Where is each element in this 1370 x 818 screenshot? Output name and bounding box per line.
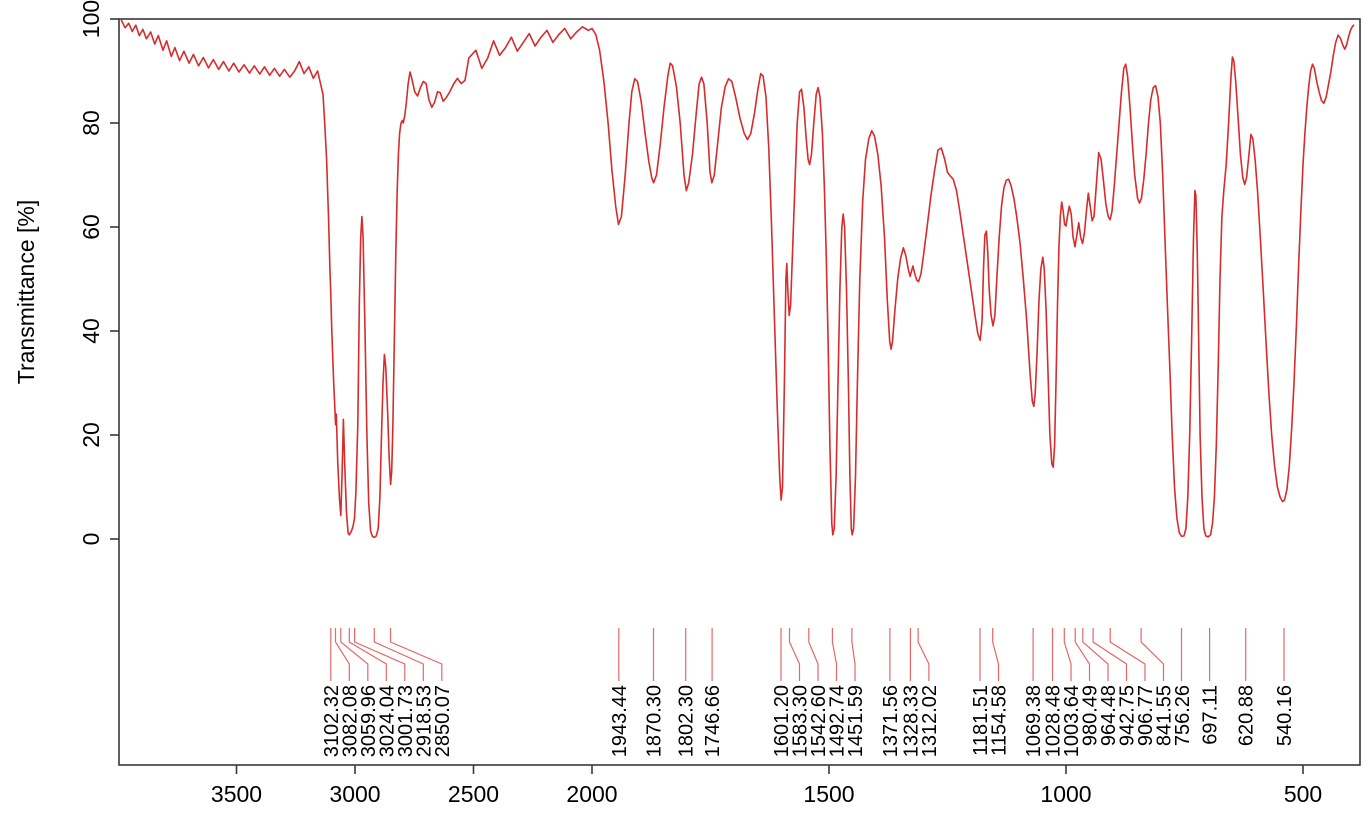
- y-tick-label: 100: [78, 0, 104, 38]
- peak-wavenumber-label: 3001.73: [395, 685, 417, 757]
- peak-connector-line: [389, 628, 443, 681]
- y-tick-label: 60: [78, 214, 104, 240]
- peak-wavenumber-label: 1451.59: [845, 685, 867, 757]
- peak-wavenumber-label: 756.26: [1172, 685, 1194, 746]
- peak-wavenumber-label: 3024.04: [376, 685, 398, 757]
- x-tick-label: 2500: [448, 781, 499, 807]
- peak-wavenumber-label: 1601.20: [771, 685, 793, 757]
- peak-wavenumber-label: 1069.38: [1023, 685, 1045, 757]
- peak-wavenumber-label: 1312.02: [919, 685, 941, 757]
- peak-wavenumber-label: 620.88: [1236, 685, 1258, 746]
- x-tick-label: 2000: [566, 781, 617, 807]
- peak-connector-line: [992, 628, 1000, 681]
- peak-connector-line: [354, 628, 406, 681]
- peak-wavenumber-label: 906.77: [1135, 685, 1157, 746]
- peak-wavenumber-label: 1583.30: [790, 685, 812, 757]
- peak-wavenumber-label: 1328.33: [900, 685, 922, 757]
- peak-wavenumber-label: 942.75: [1117, 685, 1139, 746]
- peak-wavenumber-label: 1802.30: [676, 685, 698, 757]
- peak-connector-line: [788, 628, 801, 681]
- spectrum-curve: [120, 19, 1355, 539]
- peak-wavenumber-label: 1542.60: [808, 685, 830, 757]
- peak-wavenumber-label: 1028.48: [1043, 685, 1065, 757]
- peak-connector-line: [1140, 628, 1165, 681]
- x-tick-label: 1500: [803, 781, 854, 807]
- peak-wavenumber-label: 540.16: [1274, 685, 1296, 746]
- peak-connector-line: [1063, 628, 1072, 681]
- peak-wavenumber-label: 1746.66: [702, 685, 724, 757]
- peak-connector-line: [1074, 628, 1091, 681]
- peak-wavenumber-label: 3059.96: [358, 685, 380, 757]
- peak-connector-line: [851, 628, 856, 681]
- peak-connector-line: [1092, 628, 1128, 681]
- peak-wavenumber-label: 1154.58: [989, 685, 1011, 756]
- peak-wavenumber-label: 3102.32: [321, 685, 343, 757]
- peak-connector-line: [917, 628, 930, 681]
- peak-wavenumber-label: 841.55: [1154, 685, 1176, 746]
- peak-wavenumber-label: 697.11: [1200, 685, 1222, 745]
- x-tick-label: 3500: [211, 781, 262, 807]
- peak-wavenumber-label: 1003.64: [1061, 685, 1083, 757]
- peak-wavenumber-label: 2918.53: [413, 685, 435, 757]
- peak-connector-line: [1082, 628, 1109, 681]
- x-tick-label: 3000: [329, 781, 380, 807]
- peak-connector-line: [340, 628, 369, 681]
- x-tick-label: 500: [1284, 781, 1322, 807]
- peak-wavenumber-label: 1870.30: [644, 685, 666, 757]
- peak-connector-line: [1109, 628, 1146, 681]
- peak-connector-line: [808, 628, 819, 681]
- x-tick-label: 1000: [1040, 781, 1091, 807]
- y-axis-title: Transmittance [%]: [13, 200, 39, 384]
- peak-wavenumber-label: 1181.51: [970, 685, 992, 756]
- peak-wavenumber-label: 1492.74: [827, 685, 849, 757]
- peak-annotations: 3102.323082.083059.963024.043001.732918.…: [321, 628, 1296, 757]
- peak-wavenumber-label: 980.49: [1080, 685, 1102, 746]
- peak-connector-line: [373, 628, 424, 681]
- peak-wavenumber-label: 1371.56: [880, 685, 902, 757]
- y-tick-label: 20: [78, 422, 104, 448]
- peak-connector-line: [831, 628, 838, 681]
- transmittance-curve: [120, 19, 1355, 539]
- y-tick-label: 80: [78, 110, 104, 136]
- peak-wavenumber-label: 964.48: [1098, 685, 1120, 746]
- peak-connector-line: [348, 628, 387, 681]
- plot-box: [118, 18, 1361, 766]
- peak-wavenumber-label: 3082.08: [339, 685, 361, 757]
- peak-connector-line: [334, 628, 350, 681]
- peak-wavenumber-label: 1943.44: [609, 685, 631, 757]
- y-tick-label: 0: [78, 533, 104, 546]
- peak-wavenumber-label: 2850.07: [432, 685, 454, 757]
- y-tick-label: 40: [78, 318, 104, 344]
- axis-ticks: 3500 3000 2500 2000 1500 1000 500 0 20 40 60 80 100: [78, 0, 1322, 807]
